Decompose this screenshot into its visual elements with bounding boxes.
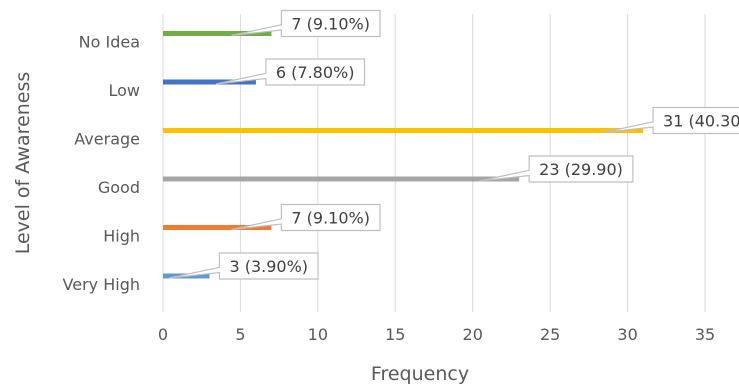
category-labels: No Idea Low Average Good High Very High <box>63 33 140 295</box>
bar <box>163 225 272 230</box>
data-label-box <box>215 58 366 86</box>
bar <box>163 128 644 133</box>
data-label: 7 (9.10%) <box>231 9 381 38</box>
bar <box>163 79 256 85</box>
y-axis-title: Level of Awareness <box>12 72 34 255</box>
data-label-text: 3 (3.90%) <box>229 257 308 276</box>
x-tick-label: 20 <box>463 325 483 344</box>
category-label: Average <box>74 130 140 149</box>
x-axis-title: Frequency <box>371 363 469 385</box>
x-tick-labels: 0 5 10 15 20 25 30 35 <box>158 325 715 344</box>
data-label-text: 23 (29.90) <box>539 160 623 179</box>
x-tick-label: 30 <box>617 325 637 344</box>
data-label: 3 (3.90%) <box>169 252 319 280</box>
category-label: Very High <box>63 275 140 294</box>
category-label: No Idea <box>79 33 140 52</box>
bar <box>163 31 272 36</box>
data-label: 23 (29.90) <box>479 155 634 183</box>
bars <box>163 31 644 279</box>
x-tick-label: 25 <box>540 325 560 344</box>
data-label-text: 31 (40.30%) <box>663 112 739 131</box>
data-label-box <box>231 203 381 232</box>
category-label: Good <box>98 178 140 197</box>
data-label: 31 (40.30%) <box>602 106 739 135</box>
x-tick-label: 0 <box>158 325 168 344</box>
data-label-text: 6 (7.80%) <box>276 63 355 82</box>
data-label-box <box>479 155 634 183</box>
data-label-text: 7 (9.10%) <box>291 209 370 228</box>
bar <box>163 176 520 182</box>
data-labels: 7 (9.10%) 6 (7.80%) 31 (40.30%) 23 (29.90) 7… <box>169 9 739 280</box>
x-tick-label: 5 <box>235 325 245 344</box>
data-label-box <box>602 106 739 135</box>
x-tick-label: 35 <box>695 325 715 344</box>
x-tick-label: 10 <box>308 325 328 344</box>
category-label: Low <box>108 81 140 100</box>
data-label: 6 (7.80%) <box>215 58 366 86</box>
data-label-box <box>169 252 319 280</box>
data-label: 7 (9.10%) <box>231 203 381 232</box>
data-label-text: 7 (9.10%) <box>291 15 370 34</box>
category-label: High <box>103 227 140 246</box>
x-tick-label: 15 <box>385 325 405 344</box>
data-label-box <box>231 9 381 38</box>
